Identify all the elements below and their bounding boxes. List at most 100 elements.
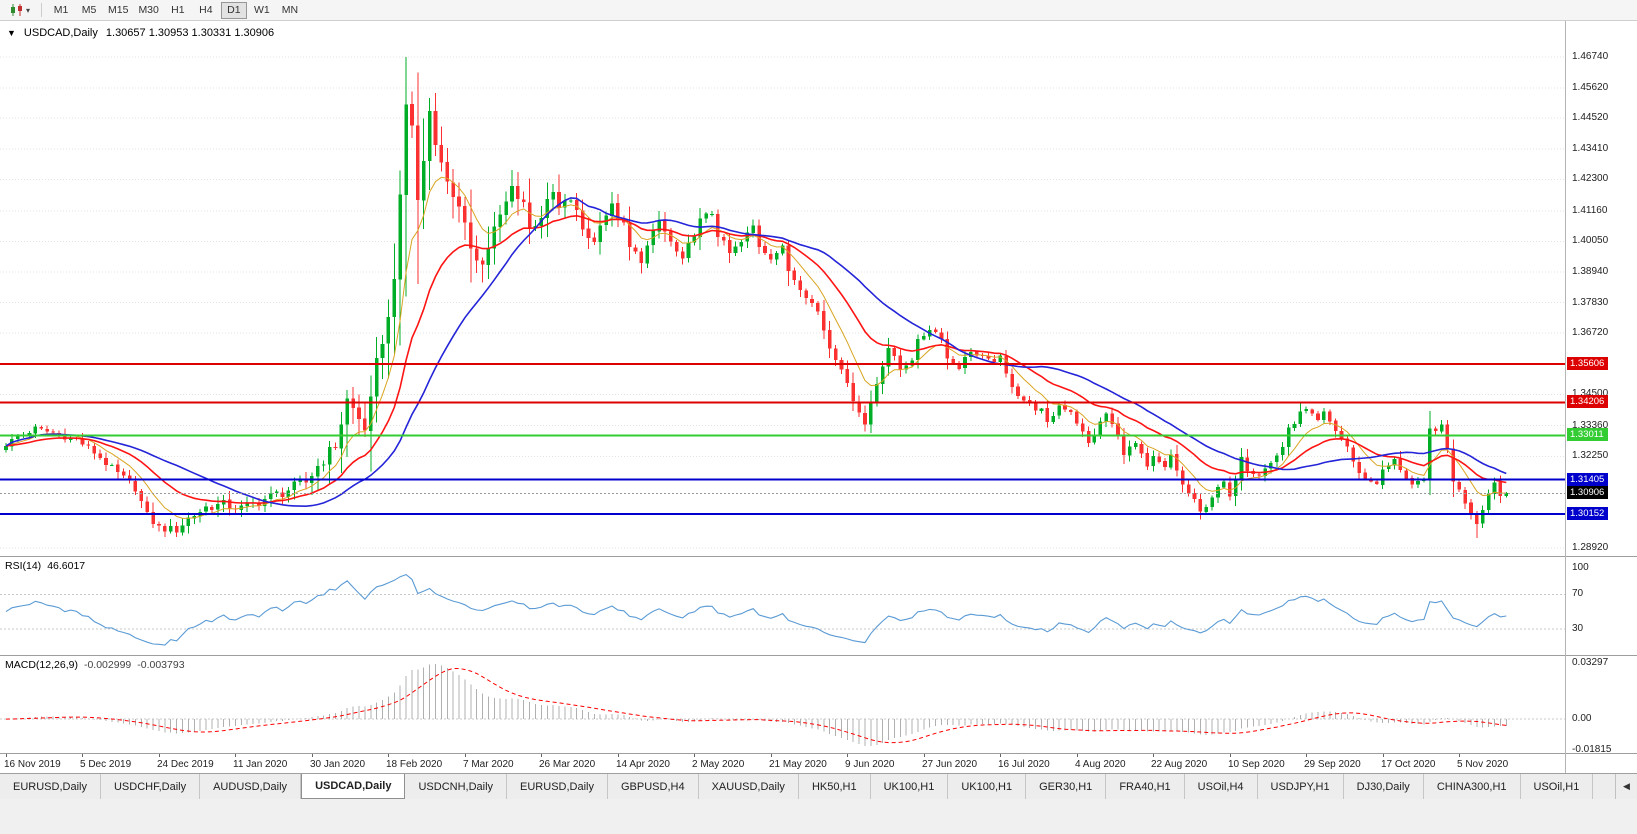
time-scale: 16 Nov 2019 5 Dec 2019 24 Dec 2019 11 Jan 2… xyxy=(0,754,1565,773)
timeframe-button-m1[interactable]: M1 xyxy=(53,4,69,16)
date-tick xyxy=(1383,754,1384,757)
chart-area[interactable]: ▼ USDCAD,Daily 1.30657 1.30953 1.30331 1… xyxy=(0,21,1637,773)
axis-label: 0.03297 xyxy=(1572,657,1609,668)
chart-tab-gbpusd-h4[interactable]: GBPUSD,H4 xyxy=(608,774,699,799)
chart-tab-ger30-h1[interactable]: GER30,H1 xyxy=(1026,774,1107,799)
chart-tab-xauusd-daily[interactable]: XAUUSD,Daily xyxy=(698,774,799,799)
date-label: 16 Nov 2019 xyxy=(4,759,61,770)
chart-tab-audusd-daily[interactable]: AUDUSD,Daily xyxy=(200,774,302,799)
chart-tab-eurusd-daily[interactable]: EURUSD,Daily xyxy=(507,774,608,799)
timeframe-button-m15[interactable]: M15 xyxy=(108,4,129,16)
timeframe-button-m30[interactable]: M30 xyxy=(138,4,159,16)
price-level-badge: 1.33011 xyxy=(1567,428,1608,441)
date-tick xyxy=(1000,754,1001,757)
timeframe-button-m5[interactable]: M5 xyxy=(81,4,97,16)
date-tick xyxy=(541,754,542,757)
timeframe-button-d1[interactable]: D1 xyxy=(220,1,247,19)
chart-tab-hk50-h1[interactable]: HK50,H1 xyxy=(798,774,871,799)
chart-tab-usdchf-daily[interactable]: USDCHF,Daily xyxy=(100,774,201,799)
date-tick xyxy=(618,754,619,757)
axis-label: 1.45620 xyxy=(1572,82,1609,93)
chart-type-button[interactable]: ▾ xyxy=(5,2,35,19)
chart-tab-fra40-h1[interactable]: FRA40,H1 xyxy=(1106,774,1185,799)
rsi-line xyxy=(5,573,1507,646)
rsi-label: RSI(14) 46.6017 xyxy=(5,560,85,572)
chart-tab-dj30-daily[interactable]: DJ30,Daily xyxy=(1343,774,1424,799)
candlestick-chart-icon xyxy=(10,4,22,16)
axis-label: 1.43410 xyxy=(1572,143,1609,154)
price-scale: 1.46740 1.45620 1.44520 1.43410 1.42300 1.411… xyxy=(1566,21,1637,773)
ohlc-values: 1.30657 1.30953 1.30331 1.30906 xyxy=(105,27,275,39)
macd-signal-line xyxy=(5,668,1507,744)
chart-tab-uk100-h1[interactable]: UK100,H1 xyxy=(870,774,949,799)
macd-indicator-canvas[interactable] xyxy=(0,656,1565,753)
timeframes-toolbar: ▾ M1 M5 M15 M30 H1 H4 D1 W1 MN xyxy=(0,0,1637,21)
axis-label: 100 xyxy=(1572,562,1589,573)
chart-tab-uk100-h1[interactable]: UK100,H1 xyxy=(948,774,1027,799)
timeframe-button-mn[interactable]: MN xyxy=(281,4,299,16)
date-label: 10 Sep 2020 xyxy=(1228,759,1285,770)
axis-label: 1.41160 xyxy=(1572,205,1608,216)
date-tick xyxy=(388,754,389,757)
dropdown-caret-icon: ▾ xyxy=(25,5,30,15)
timeframe-button-w1[interactable]: W1 xyxy=(254,4,270,16)
date-tick xyxy=(1230,754,1231,757)
axis-label: 1.36720 xyxy=(1572,327,1609,338)
axis-label: 1.32250 xyxy=(1572,450,1609,461)
date-label: 21 May 2020 xyxy=(769,759,827,770)
date-tick xyxy=(1153,754,1154,757)
axis-label: -0.01815 xyxy=(1572,744,1612,755)
symbol-label: USDCAD,Daily xyxy=(23,27,98,39)
date-label: 30 Jan 2020 xyxy=(310,759,366,770)
horizontal-level-lines[interactable] xyxy=(0,362,1565,516)
rsi-levels xyxy=(0,593,1565,630)
date-label: 17 Oct 2020 xyxy=(1381,759,1436,770)
date-label: 29 Sep 2020 xyxy=(1304,759,1361,770)
timeframe-button-h1[interactable]: H1 xyxy=(171,4,185,16)
rsi-indicator-canvas[interactable] xyxy=(0,557,1565,655)
date-tick xyxy=(1077,754,1078,757)
date-label: 18 Feb 2020 xyxy=(386,759,443,770)
chart-tab-usoil-h1[interactable]: USOil,H1 xyxy=(1520,774,1594,799)
date-label: 5 Nov 2020 xyxy=(1457,759,1509,770)
axis-label: 1.34500 xyxy=(1572,388,1609,399)
date-label: 4 Aug 2020 xyxy=(1075,759,1126,770)
date-tick xyxy=(847,754,848,757)
date-label: 27 Jun 2020 xyxy=(922,759,978,770)
date-tick xyxy=(1306,754,1307,757)
axis-label: 1.38940 xyxy=(1572,266,1609,277)
timeframe-button-h4[interactable]: H4 xyxy=(199,4,213,16)
date-tick xyxy=(694,754,695,757)
axis-label: 1.33360 xyxy=(1572,420,1609,431)
price-level-badge: 1.31405 xyxy=(1567,473,1609,486)
axis-label: 70 xyxy=(1572,588,1584,599)
chart-tab-usdcnh-daily[interactable]: USDCNH,Daily xyxy=(405,774,508,799)
macd-main-value: -0.002999 xyxy=(83,659,132,671)
symbol-dropdown-icon[interactable]: ▼ xyxy=(7,28,16,38)
date-label: 14 Apr 2020 xyxy=(616,759,670,770)
chart-tab-usoil-h4[interactable]: USOil,H4 xyxy=(1184,774,1258,799)
panel-separator[interactable] xyxy=(0,556,1637,557)
date-label: 26 Mar 2020 xyxy=(539,759,596,770)
panel-separator[interactable] xyxy=(0,655,1637,656)
tab-scroll-left-button[interactable]: ◀ xyxy=(1615,774,1637,799)
date-label: 16 Jul 2020 xyxy=(998,759,1050,770)
date-label: 5 Dec 2019 xyxy=(80,759,132,770)
chart-tab-usdcad-daily[interactable]: USDCAD,Daily xyxy=(301,774,406,799)
date-label: 9 Jun 2020 xyxy=(845,759,895,770)
chart-tab-eurusd-daily[interactable]: EURUSD,Daily xyxy=(0,774,101,799)
current-price-badge: 1.30906 xyxy=(1567,486,1609,499)
chart-tab-china300-h1[interactable]: CHINA300,H1 xyxy=(1423,774,1521,799)
date-tick xyxy=(1459,754,1460,757)
price-level-badge: 1.34206 xyxy=(1567,395,1609,408)
panel-separator[interactable] xyxy=(0,753,1637,754)
date-tick xyxy=(235,754,236,757)
rsi-name: RSI(14) xyxy=(5,560,42,572)
ma-30-line xyxy=(5,197,1507,508)
macd-signal-value: -0.003793 xyxy=(137,659,185,671)
timeframe-buttons: M1 M5 M15 M30 H1 H4 D1 W1 MN xyxy=(47,1,304,19)
ma-8-line xyxy=(5,176,1507,519)
price-chart-canvas[interactable] xyxy=(0,21,1565,556)
chart-tab-usdjpy-h1[interactable]: USDJPY,H1 xyxy=(1257,774,1344,799)
